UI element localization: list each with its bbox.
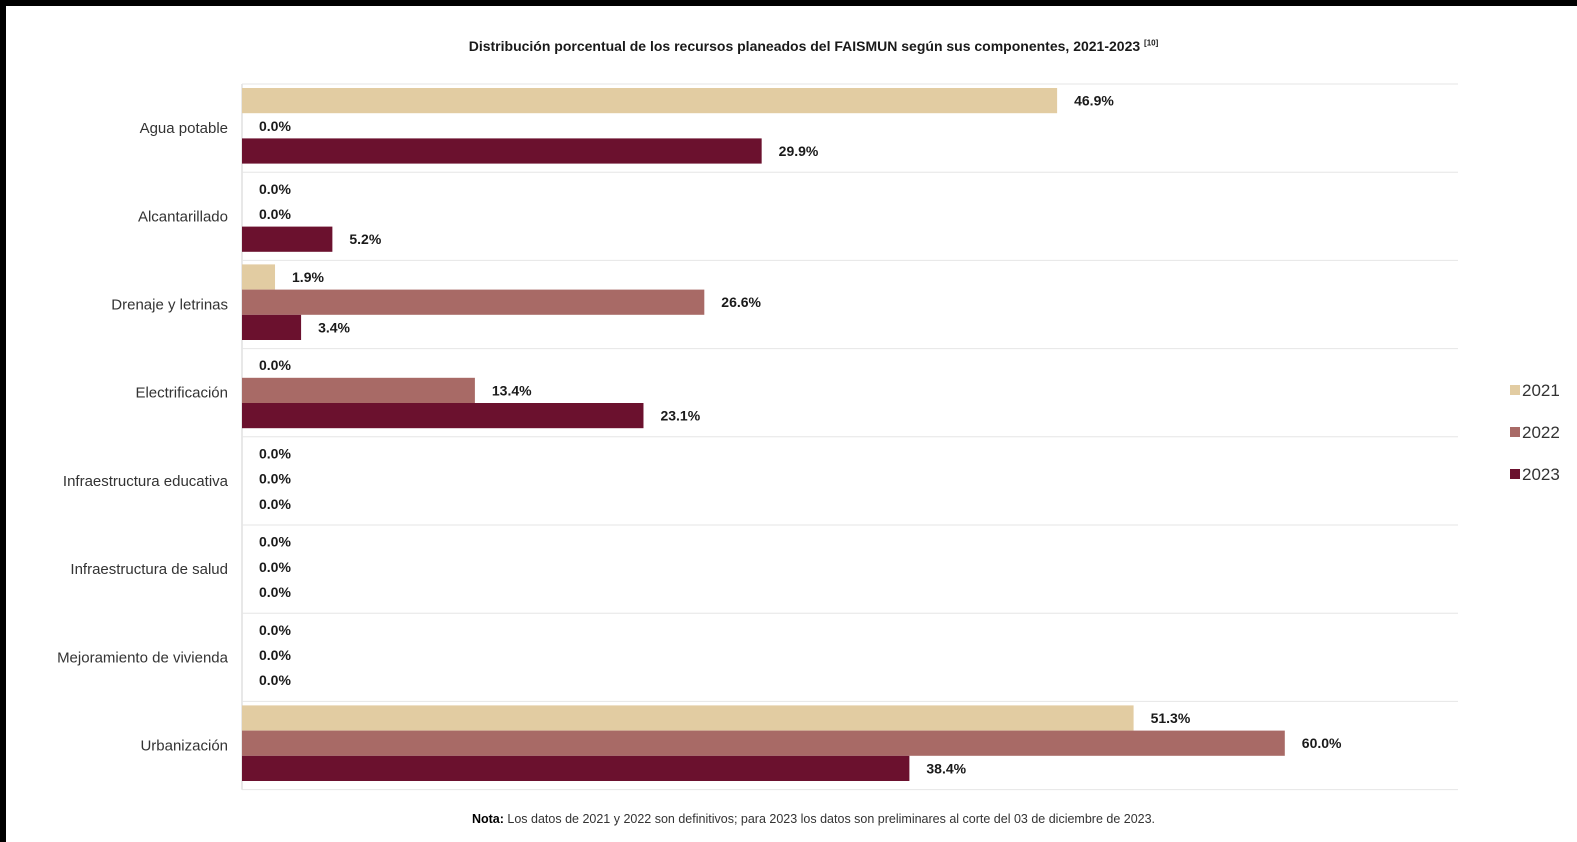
legend-label: 2021: [1522, 381, 1560, 400]
category-label: Electrificación: [135, 385, 228, 402]
data-label: 0.0%: [259, 534, 291, 550]
data-label: 0.0%: [259, 559, 291, 575]
data-label: 51.3%: [1151, 710, 1191, 726]
category-label: Drenaje y letrinas: [111, 297, 228, 314]
bar-2022: [242, 730, 1285, 756]
category-label: Alcantarillado: [138, 208, 228, 225]
data-label: 0.0%: [259, 181, 291, 197]
data-label: 0.0%: [259, 496, 291, 512]
data-label: 0.0%: [259, 118, 291, 134]
data-label: 0.0%: [259, 584, 291, 600]
bar-2022: [242, 289, 705, 315]
bar-2023: [242, 138, 762, 164]
legend-label: 2023: [1522, 465, 1560, 484]
data-label: 5.2%: [349, 231, 381, 247]
category-label: Infraestructura educativa: [63, 473, 229, 490]
data-label: 13.4%: [492, 382, 532, 398]
bar-2023: [242, 226, 333, 252]
data-label: 3.4%: [318, 319, 350, 335]
legend-swatch-2022: [1510, 427, 1520, 437]
data-label: 0.0%: [259, 206, 291, 222]
data-label: 60.0%: [1302, 735, 1342, 751]
category-label: Infraestructura de salud: [70, 561, 228, 578]
bar-2021: [242, 264, 276, 290]
data-label: 0.0%: [259, 357, 291, 373]
data-label: 38.4%: [926, 760, 966, 776]
chart-title-ref: [10]: [1144, 38, 1159, 48]
bar-2021: [242, 705, 1134, 731]
data-label: 46.9%: [1074, 93, 1114, 109]
data-label: 29.9%: [779, 143, 819, 159]
category-label: Urbanización: [140, 738, 228, 755]
data-label: 0.0%: [259, 622, 291, 638]
chart-note: Nota: Los datos de 2021 y 2022 son defin…: [6, 812, 1577, 826]
legend-label: 2022: [1522, 423, 1560, 442]
note-label: Nota:: [471, 812, 504, 826]
data-label: 26.6%: [721, 294, 761, 310]
data-label: 0.0%: [259, 647, 291, 663]
legend-swatch-2023: [1510, 469, 1520, 479]
data-label: 0.0%: [259, 471, 291, 487]
bar-chart: Agua potable 46.9% 0.0% 29.9% Alcantarillado…: [57, 83, 1560, 791]
data-label: 0.0%: [259, 672, 291, 688]
bar-2023: [242, 755, 910, 781]
data-label: 0.0%: [259, 445, 291, 461]
category-label: Agua potable: [140, 120, 228, 137]
chart-title-text: Distribución porcentual de los recursos …: [468, 38, 1141, 54]
bar-2021: [242, 88, 1058, 114]
data-label: 1.9%: [292, 269, 324, 285]
chart-frame: Distribución porcentual de los recursos …: [6, 6, 1577, 842]
bar-2023: [242, 403, 644, 429]
chart-title: Distribución porcentual de los recursos …: [6, 38, 1577, 54]
bar-2022: [242, 377, 475, 403]
note-text: Los datos de 2021 y 2022 son definitivos…: [507, 812, 1156, 826]
category-label: Mejoramiento de vivienda: [57, 649, 229, 666]
data-label: 23.1%: [660, 408, 700, 424]
bar-2023: [242, 314, 302, 340]
legend-swatch-2021: [1510, 385, 1520, 395]
